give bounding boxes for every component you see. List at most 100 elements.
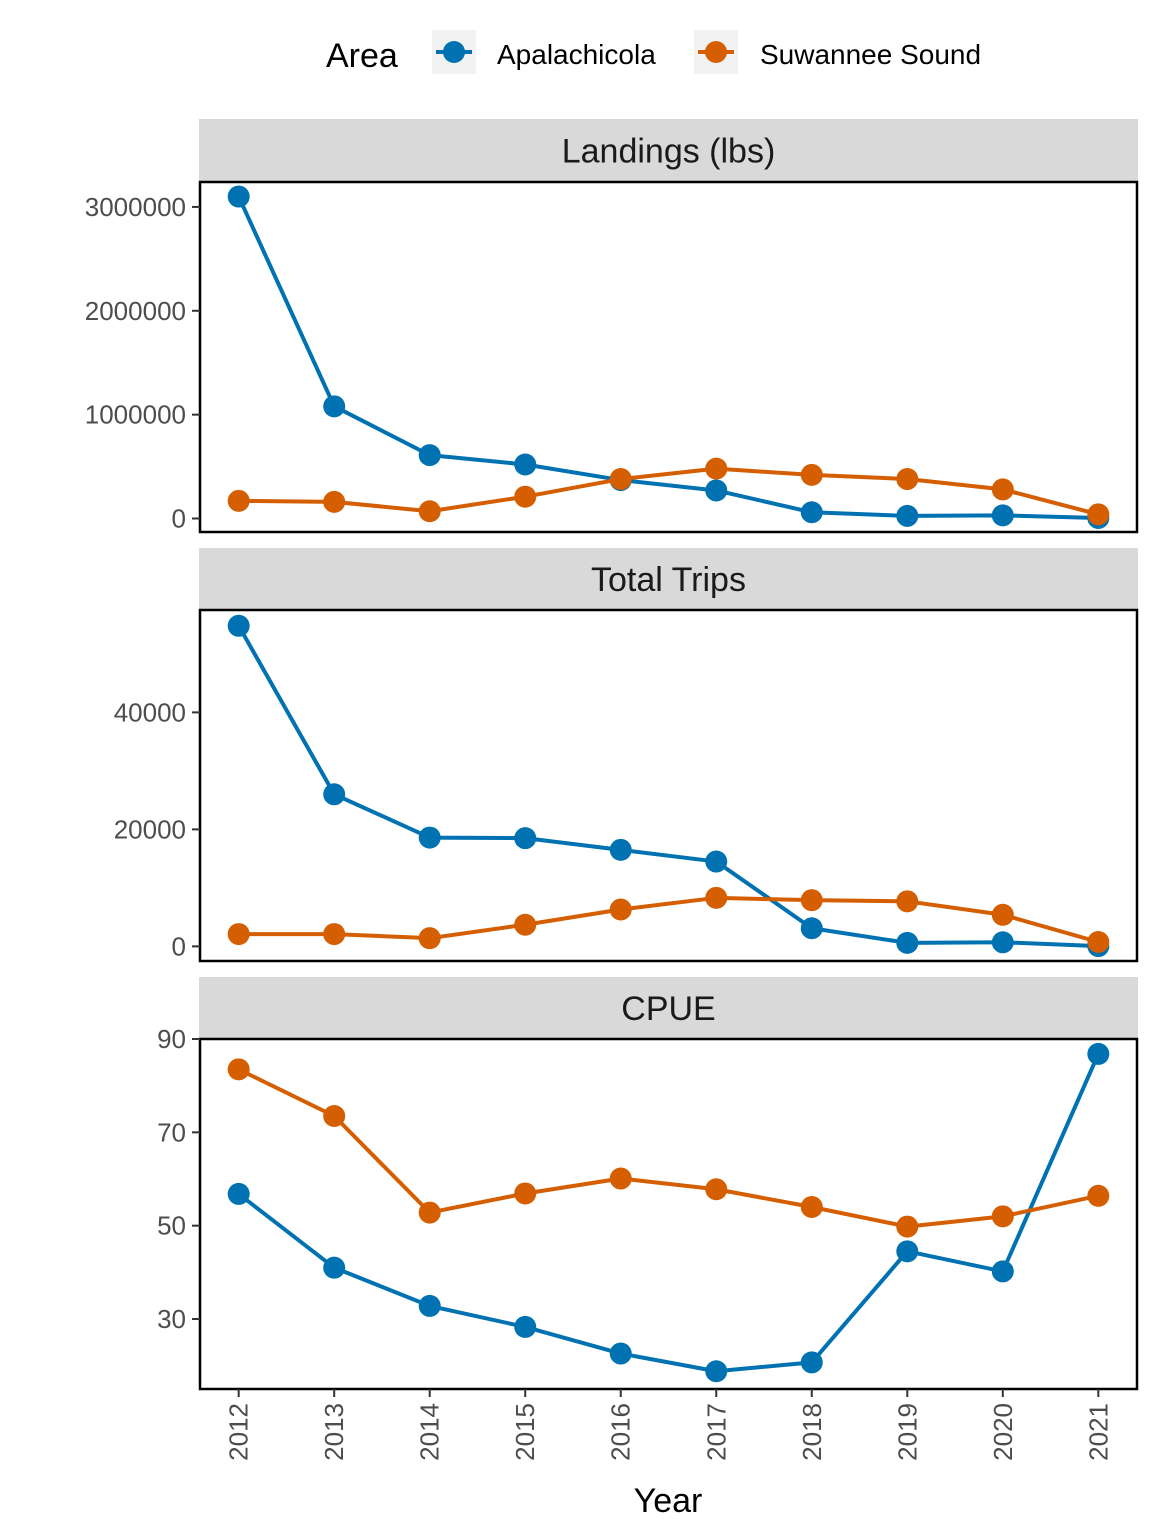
point-landings-lbs-suwannee-sound-2021 [1087,503,1110,526]
facet-landings-lbs: Landings (lbs) 0 1000000 2000000 3000000 [85,119,1139,534]
series-line-landings-lbs-suwannee-sound [238,466,1099,517]
point-total-trips-apalachicola-2013 [323,783,346,806]
facet-title-total-trips: Total Trips [591,561,746,599]
y-tick-label-total-trips-0: 0 [172,931,186,961]
point-cpue-suwannee-sound-2016 [609,1167,632,1190]
point-cpue-apalachicola-2017 [705,1360,728,1383]
legend-label-suwannee-sound: Suwannee Sound [760,39,981,70]
series-line-cpue-suwannee-sound [237,1067,1099,1229]
point-total-trips-apalachicola-2012 [227,614,250,637]
facet-strip-total-trips [199,548,1138,609]
point-landings-lbs-suwannee-sound-2014 [418,500,441,523]
x-tick-label-2014: 2014 [415,1403,445,1461]
point-landings-lbs-suwannee-sound-2016 [609,468,632,491]
y-tick-label-landings-lbs-1: 1000000 [85,400,186,430]
point-landings-lbs-suwannee-sound-2020 [991,478,1014,501]
point-landings-lbs-apalachicola-2013 [323,395,346,418]
point-cpue-suwannee-sound-2019 [896,1215,919,1238]
point-total-trips-suwannee-sound-2018 [800,889,823,912]
legend: Area Apalachicola Suwannee Sound [326,30,981,75]
x-tick-label-2015: 2015 [510,1403,540,1461]
point-total-trips-apalachicola-2016 [609,838,632,861]
facet-cpue: CPUE 30 50 70 90 [157,977,1139,1391]
x-tick-label-2016: 2016 [606,1403,636,1461]
facet-strip-landings-lbs [199,119,1138,181]
point-cpue-apalachicola-2019 [896,1240,919,1263]
point-total-trips-suwannee-sound-2020 [991,903,1014,926]
point-total-trips-apalachicola-2020 [991,931,1014,954]
point-cpue-suwannee-sound-2020 [991,1205,1014,1228]
point-landings-lbs-apalachicola-2015 [514,453,537,476]
point-cpue-apalachicola-2013 [323,1256,346,1279]
point-total-trips-apalachicola-2019 [896,931,919,954]
y-tick-label-cpue-0: 30 [157,1304,186,1334]
x-tick-label-2012: 2012 [224,1403,254,1461]
point-cpue-apalachicola-2020 [991,1260,1014,1283]
point-total-trips-suwannee-sound-2014 [418,927,441,950]
point-landings-lbs-apalachicola-2019 [896,504,919,527]
x-tick-label-2020: 2020 [988,1403,1018,1461]
point-landings-lbs-suwannee-sound-2019 [896,468,919,491]
point-cpue-apalachicola-2016 [609,1342,632,1365]
x-tick-label-2021: 2021 [1083,1403,1113,1461]
point-total-trips-suwannee-sound-2016 [609,898,632,921]
point-landings-lbs-apalachicola-2020 [991,504,1014,527]
y-tick-label-cpue-3: 90 [157,1024,186,1054]
y-tick-label-cpue-1: 50 [157,1211,186,1241]
facet-total-trips: Total Trips 0 20000 40000 [114,548,1139,963]
y-tick-label-total-trips-2: 40000 [114,697,186,727]
facet-title-cpue: CPUE [621,990,715,1028]
series-line-total-trips-suwannee-sound [238,895,1099,944]
point-total-trips-suwannee-sound-2012 [227,923,250,946]
point-cpue-suwannee-sound-2013 [323,1105,346,1127]
point-cpue-suwannee-sound-2012 [227,1058,250,1081]
point-cpue-suwannee-sound-2021 [1087,1184,1110,1207]
point-cpue-suwannee-sound-2017 [705,1178,728,1201]
legend-key-point-suwannee-sound [705,41,727,63]
point-total-trips-apalachicola-2014 [418,826,441,849]
point-cpue-apalachicola-2015 [514,1315,537,1338]
series-line-cpue-apalachicola [237,1053,1101,1374]
point-landings-lbs-suwannee-sound-2015 [514,485,537,508]
panel-border-total-trips [198,608,1139,963]
x-tick-label-2018: 2018 [797,1403,827,1461]
point-total-trips-apalachicola-2015 [514,827,537,850]
panel-border-cpue [198,1037,1139,1391]
y-tick-label-landings-lbs-0: 0 [172,503,186,533]
x-axis-title: Year [634,1482,703,1520]
panel-border-landings-lbs [198,180,1139,534]
x-axis: 2012 2013 2014 2015 2016 2017 2018 2019 2020 2021 [224,1389,1113,1461]
point-landings-lbs-suwannee-sound-2012 [227,489,250,512]
point-cpue-suwannee-sound-2014 [418,1201,441,1224]
point-cpue-apalachicola-2021 [1087,1042,1110,1065]
point-cpue-suwannee-sound-2018 [800,1196,823,1218]
point-total-trips-apalachicola-2018 [800,917,823,940]
point-total-trips-apalachicola-2017 [705,850,728,873]
y-tick-label-total-trips-1: 20000 [114,814,186,844]
point-total-trips-suwannee-sound-2013 [323,923,346,946]
point-cpue-apalachicola-2014 [418,1294,441,1317]
point-landings-lbs-suwannee-sound-2013 [323,490,346,513]
point-total-trips-suwannee-sound-2017 [705,886,728,909]
y-tick-label-landings-lbs-2: 2000000 [85,296,186,326]
legend-label-apalachicola: Apalachicola [497,39,656,70]
facet-title-landings-lbs: Landings (lbs) [562,133,776,171]
point-total-trips-suwannee-sound-2015 [514,913,537,936]
facet-strip-cpue [199,977,1138,1038]
x-tick-label-2019: 2019 [892,1403,922,1461]
point-cpue-suwannee-sound-2015 [514,1182,537,1205]
point-cpue-apalachicola-2018 [800,1351,823,1374]
point-landings-lbs-suwannee-sound-2017 [705,457,728,480]
series-line-total-trips-apalachicola [236,624,1099,949]
legend-key-point-apalachicola [443,41,465,63]
point-total-trips-suwannee-sound-2021 [1087,930,1110,953]
point-total-trips-suwannee-sound-2019 [896,890,919,913]
point-landings-lbs-suwannee-sound-2018 [800,463,823,486]
point-landings-lbs-apalachicola-2018 [800,501,823,524]
y-tick-label-landings-lbs-3: 3000000 [85,192,186,222]
point-landings-lbs-apalachicola-2014 [418,444,441,467]
point-landings-lbs-apalachicola-2012 [227,185,250,208]
y-tick-label-cpue-2: 70 [157,1117,186,1147]
x-tick-label-2013: 2013 [319,1403,349,1461]
